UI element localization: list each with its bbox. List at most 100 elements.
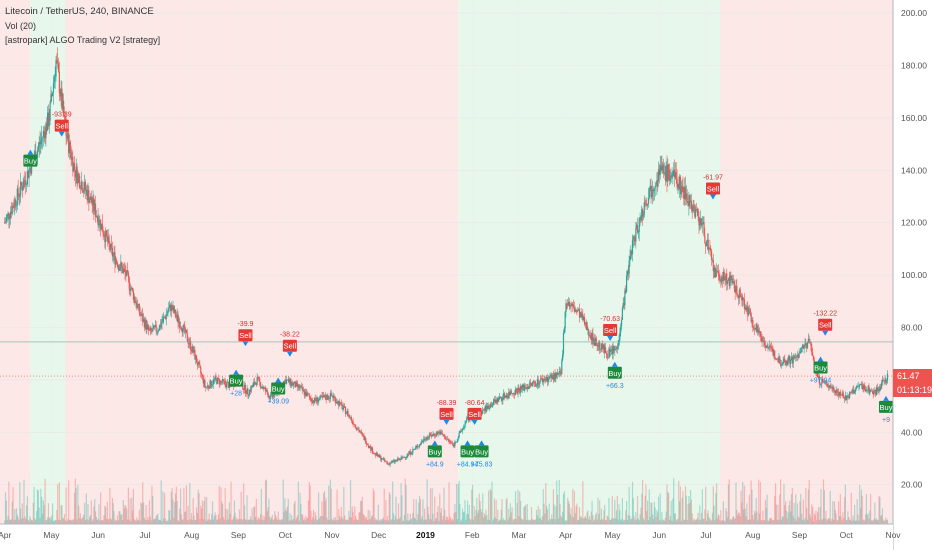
- candle-body: [7, 212, 9, 215]
- volume-bar: [466, 514, 468, 524]
- volume-bar: [439, 493, 441, 524]
- volume-bar: [748, 494, 751, 524]
- buy-arrow-icon: [611, 361, 618, 367]
- volume-bar: [868, 518, 870, 524]
- volume-bar: [669, 516, 671, 524]
- volume-bar: [403, 514, 406, 524]
- y-tick-label: 40.00: [901, 427, 923, 437]
- candle-body: [387, 463, 390, 465]
- candle-body: [498, 399, 500, 402]
- volume-bar: [422, 499, 424, 524]
- candle-body: [706, 239, 708, 242]
- volume-bar: [67, 519, 69, 524]
- time-axis[interactable]: Apr May Jun Jul Aug Sep Oct Nov Dec 2019 Feb Mar Apr…: [0, 530, 901, 540]
- candle-body: [628, 260, 630, 274]
- volume-bar: [279, 519, 281, 524]
- volume-bar: [517, 489, 519, 524]
- volume-bar: [350, 517, 353, 524]
- buy-signal: Buy+84.94: [457, 440, 478, 468]
- volume-bar: [264, 480, 267, 524]
- candle-body: [483, 409, 485, 411]
- volume-bar: [232, 516, 235, 524]
- volume-bar: [871, 520, 873, 524]
- volume-bar: [534, 520, 536, 524]
- candle-body: [617, 345, 619, 349]
- volume-indicator-label[interactable]: Vol (20): [5, 21, 37, 31]
- volume-bar: [200, 505, 202, 524]
- candle-body: [796, 354, 799, 357]
- candle-body: [48, 120, 50, 127]
- volume-bar: [452, 519, 454, 524]
- candle-body: [224, 381, 226, 385]
- volume-bar: [308, 482, 310, 524]
- volume-bar: [576, 503, 578, 524]
- volume-bar: [155, 515, 157, 524]
- candle-body: [129, 288, 131, 291]
- candle-body: [832, 386, 834, 389]
- candle-body: [417, 445, 419, 448]
- strategy-indicator-label[interactable]: [astropark] ALGO Trading V2 [strategy]: [5, 35, 161, 45]
- volume-bar: [528, 520, 530, 524]
- volume-bar: [402, 520, 404, 524]
- candle-body: [84, 181, 86, 191]
- volume-bar: [148, 500, 151, 524]
- y-tick-label: 160.00: [901, 113, 927, 123]
- candle-body: [615, 347, 618, 349]
- volume-bar: [292, 518, 294, 524]
- candle-body: [265, 389, 268, 392]
- volume-bar: [32, 502, 34, 524]
- candle-body: [647, 197, 650, 205]
- volume-bar: [599, 520, 602, 524]
- candle-body: [827, 385, 830, 388]
- volume-bar: [373, 491, 375, 524]
- volume-bar: [37, 490, 39, 524]
- volume-bar: [676, 519, 678, 524]
- candle-body: [838, 392, 840, 396]
- volume-bar: [833, 501, 836, 524]
- volume-bar: [55, 520, 57, 524]
- volume-bar: [362, 513, 364, 524]
- volume-bar: [651, 503, 653, 524]
- candle-body: [621, 308, 623, 320]
- signal-pnl-label: +84.9: [426, 461, 444, 468]
- volume-bar: [190, 519, 192, 524]
- candle-body: [668, 164, 670, 170]
- candle-body: [845, 395, 847, 400]
- candle-body: [562, 354, 564, 361]
- volume-bar: [444, 509, 446, 524]
- candle-body: [539, 380, 541, 384]
- candle-body: [458, 432, 460, 438]
- candle-body: [328, 398, 331, 400]
- candle-body: [132, 290, 135, 300]
- candle-body: [726, 273, 728, 284]
- volume-bar: [333, 520, 336, 524]
- candle-body: [537, 379, 539, 385]
- volume-bar: [594, 519, 596, 524]
- candle-body: [185, 329, 188, 334]
- volume-bar: [124, 505, 126, 524]
- candle-body: [709, 248, 711, 249]
- volume-bar: [435, 517, 438, 524]
- volume-bar: [158, 519, 160, 524]
- volume-bar: [572, 488, 574, 524]
- candle-body: [808, 338, 810, 344]
- candle-body: [430, 435, 432, 437]
- volume-bar: [178, 520, 180, 524]
- volume-bar: [817, 507, 820, 524]
- buy-signal-box: [460, 445, 475, 458]
- candle-body: [466, 418, 468, 421]
- candle-body: [490, 404, 492, 407]
- x-tick-label: May: [604, 530, 621, 540]
- volume-bar: [18, 520, 20, 524]
- candle-body: [797, 354, 799, 358]
- price-axis[interactable]: 20.0040.0060.0080.00100.00120.00140.0016…: [901, 8, 927, 490]
- volume-bar: [216, 519, 218, 524]
- volume-bar: [820, 488, 822, 524]
- volume-bar: [66, 520, 68, 524]
- candle-body: [750, 313, 752, 322]
- volume-bar: [137, 519, 140, 524]
- buy-arrow-icon: [27, 149, 34, 155]
- candle-body: [130, 288, 132, 291]
- volume-bar: [111, 497, 113, 524]
